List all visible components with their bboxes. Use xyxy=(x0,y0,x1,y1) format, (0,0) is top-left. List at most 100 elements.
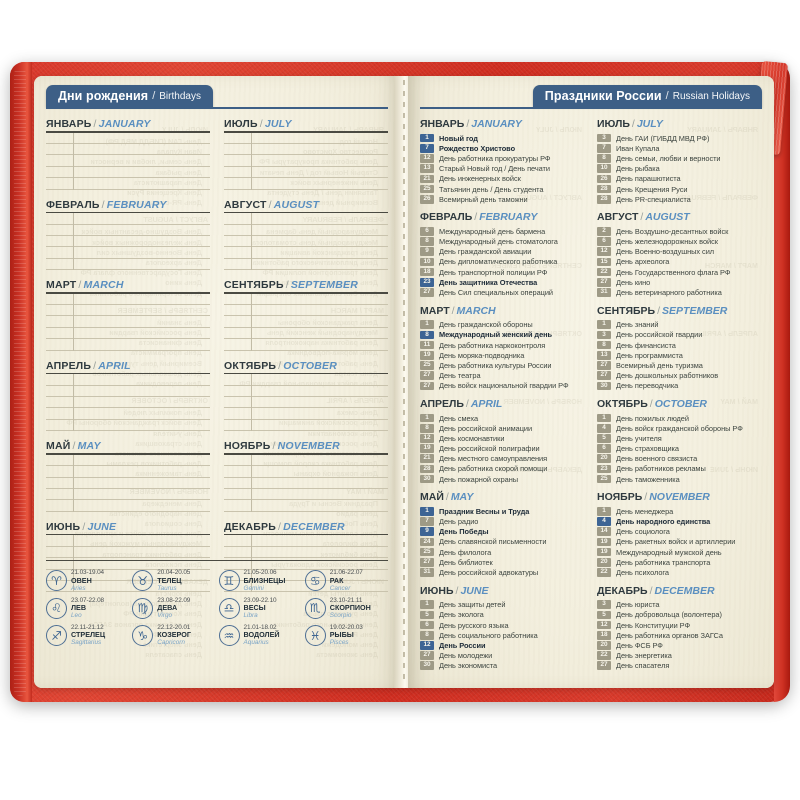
birthday-entry-line[interactable] xyxy=(46,535,210,547)
birthday-entry-line[interactable] xyxy=(224,455,388,467)
zodiac-name-ru: СКОРПИОН xyxy=(329,602,371,612)
birthday-entry-line[interactable] xyxy=(46,305,210,317)
birthday-month-title-separator: / xyxy=(72,440,76,453)
holiday-row: 11 День работника наркоконтроля xyxy=(420,340,585,350)
birthday-entry-line[interactable] xyxy=(46,386,210,398)
birthday-entry-line[interactable] xyxy=(46,581,210,593)
birthday-write-lines[interactable] xyxy=(46,293,210,351)
zodiac-sign: ♈ 21.03-19.04 ОВЕН Aries xyxy=(46,568,129,592)
birthday-month-block: АПРЕЛЬ / APRIL xyxy=(46,360,210,432)
birthday-entry-line[interactable] xyxy=(224,305,388,317)
birthday-entry-line[interactable] xyxy=(224,339,388,351)
holiday-row: 8 День семьи, любви и верности xyxy=(597,153,762,163)
birthday-entry-line[interactable] xyxy=(46,144,210,156)
birthday-entry-line[interactable] xyxy=(46,328,210,340)
holiday-day-badge: 27 xyxy=(420,371,434,380)
birthday-entry-line[interactable] xyxy=(224,247,388,259)
birthday-entry-line[interactable] xyxy=(224,489,388,501)
birthday-entry-line[interactable] xyxy=(224,408,388,420)
birthday-write-lines[interactable] xyxy=(224,374,388,432)
birthday-entry-line[interactable] xyxy=(224,316,388,328)
birthday-entry-line[interactable] xyxy=(46,420,210,432)
birthday-entry-line[interactable] xyxy=(46,397,210,409)
zodiac-name-en: Sagittarius xyxy=(71,639,102,647)
birthday-entry-line[interactable] xyxy=(46,259,210,271)
holiday-name: День учителя xyxy=(616,433,662,443)
birthday-write-lines[interactable] xyxy=(224,454,388,512)
birthday-entry-line[interactable] xyxy=(46,466,210,478)
birthday-entry-line[interactable] xyxy=(224,328,388,340)
birthday-entry-line[interactable] xyxy=(224,225,388,236)
birthday-entry-line[interactable] xyxy=(224,178,388,190)
birthday-write-lines[interactable] xyxy=(46,374,210,432)
birthday-entry-line[interactable] xyxy=(46,294,210,306)
birthday-date-divider xyxy=(73,293,74,351)
birthday-entry-line[interactable] xyxy=(224,397,388,409)
holiday-month-title-en: SEPTEMBER xyxy=(662,304,728,317)
birthday-write-lines[interactable] xyxy=(46,213,210,271)
birthday-entry-line[interactable] xyxy=(46,489,210,501)
holiday-name: День ветеринарного работника xyxy=(616,288,722,298)
birthday-entry-line[interactable] xyxy=(46,213,210,225)
zodiac-name-ru: СТРЕЛЕЦ xyxy=(71,630,106,640)
holiday-day-badge: 27 xyxy=(420,381,434,391)
birthday-entry-line[interactable] xyxy=(224,144,388,156)
birthday-entry-line[interactable] xyxy=(46,455,210,467)
zodiac-date-range: 20.04-20.05 xyxy=(157,569,191,577)
holidays-header-rule xyxy=(420,107,762,109)
birthday-entry-line[interactable] xyxy=(46,247,210,259)
birthday-entry-line[interactable] xyxy=(46,558,210,570)
birthday-entry-line[interactable] xyxy=(224,259,388,271)
birthday-entry-line[interactable] xyxy=(46,225,210,236)
birthday-entry-line[interactable] xyxy=(224,547,388,559)
birthday-entry-line[interactable] xyxy=(224,386,388,398)
holiday-day-badge: 1 xyxy=(597,507,611,516)
holiday-day-badge: 14 xyxy=(597,527,611,537)
holiday-row: 1 День смеха xyxy=(420,413,585,423)
birthday-entry-line[interactable] xyxy=(224,558,388,570)
birthday-entry-line[interactable] xyxy=(46,374,210,386)
birthday-entry-line[interactable] xyxy=(224,294,388,306)
birthday-write-lines[interactable] xyxy=(46,535,210,593)
birthday-entry-line[interactable] xyxy=(46,570,210,581)
birthday-entry-line[interactable] xyxy=(46,339,210,351)
birthday-entry-line[interactable] xyxy=(224,155,388,167)
holiday-day-badge: 5 xyxy=(420,610,434,620)
birthday-entry-line[interactable] xyxy=(46,547,210,559)
birthday-entry-line[interactable] xyxy=(224,133,388,144)
birthday-write-lines[interactable] xyxy=(46,132,210,190)
birthday-entry-line[interactable] xyxy=(224,374,388,386)
birthday-entry-line[interactable] xyxy=(46,236,210,248)
birthday-write-lines[interactable] xyxy=(224,132,388,190)
holiday-day-badge: 12 xyxy=(597,620,611,630)
holiday-name: День эколога xyxy=(439,610,484,620)
holiday-row: 6 Международный день бармена xyxy=(420,226,585,236)
birthday-write-lines[interactable] xyxy=(46,454,210,512)
birthday-write-lines[interactable] xyxy=(224,293,388,351)
birthday-entry-line[interactable] xyxy=(224,167,388,179)
birthday-entry-line[interactable] xyxy=(46,316,210,328)
holiday-day-badge: 25 xyxy=(420,361,434,370)
holiday-name: Всемирный день таможни xyxy=(439,194,528,204)
birthday-entry-line[interactable] xyxy=(224,236,388,248)
birthday-write-lines[interactable] xyxy=(224,213,388,271)
birthday-entry-line[interactable] xyxy=(46,478,210,489)
birthday-entry-line[interactable] xyxy=(224,500,388,512)
birthday-entry-line[interactable] xyxy=(224,420,388,432)
birthday-month-title: ФЕВРАЛЬ / FEBRUARY xyxy=(46,199,210,211)
holiday-name: Праздник Весны и Труда xyxy=(439,506,530,516)
holiday-day-badge: 7 xyxy=(420,517,434,526)
birthday-entry-line[interactable] xyxy=(46,167,210,179)
birthday-entry-line[interactable] xyxy=(224,535,388,547)
birthday-entry-line[interactable] xyxy=(224,213,388,225)
birthday-entry-line[interactable] xyxy=(224,581,388,593)
birthday-entry-line[interactable] xyxy=(224,478,388,489)
holiday-month-block: СЕНТЯБРЬ / SEPTEMBER 1 День знаний 3 День росс… xyxy=(597,305,762,391)
holiday-day-badge: 5 xyxy=(597,434,611,443)
birthday-entry-line[interactable] xyxy=(46,178,210,190)
birthday-entry-line[interactable] xyxy=(46,133,210,144)
birthday-entry-line[interactable] xyxy=(46,500,210,512)
birthday-entry-line[interactable] xyxy=(224,466,388,478)
birthday-entry-line[interactable] xyxy=(46,155,210,167)
birthday-entry-line[interactable] xyxy=(46,408,210,420)
